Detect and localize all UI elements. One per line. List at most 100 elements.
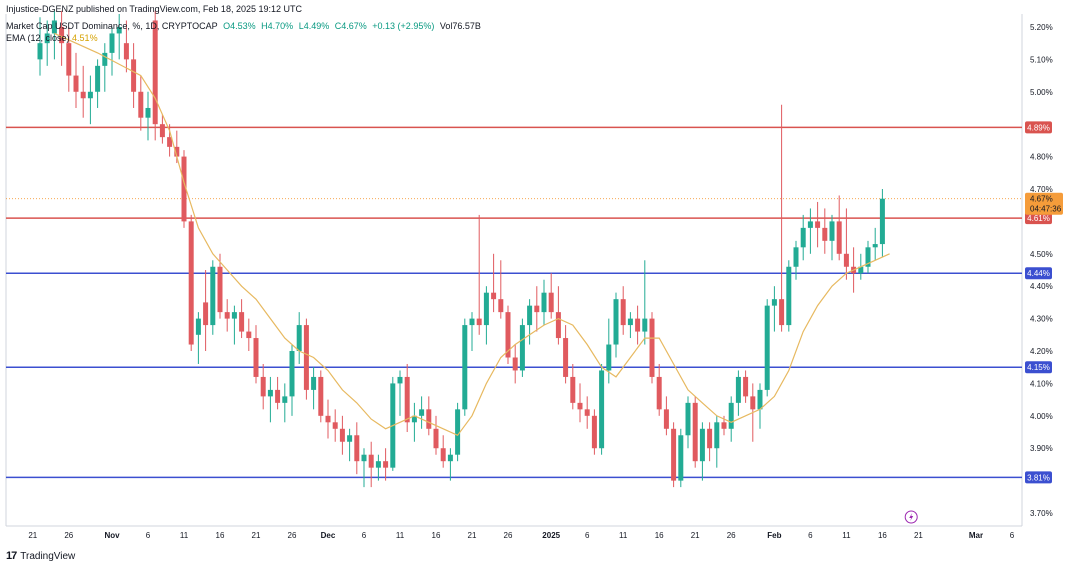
candle-body — [786, 266, 792, 326]
candle-body — [318, 376, 324, 416]
y-tick-label: 5.20% — [1030, 23, 1053, 32]
brand-name: TradingView — [20, 550, 76, 562]
level-badge-label: 4.89% — [1027, 123, 1050, 132]
candle-body — [375, 461, 381, 468]
candle-body — [131, 59, 137, 92]
x-tick-label: Feb — [767, 531, 781, 540]
candle-body — [361, 454, 367, 462]
candle-body — [181, 156, 187, 222]
y-tick-label: 5.10% — [1030, 55, 1053, 64]
candle-body — [66, 43, 72, 76]
x-tick-label: 11 — [396, 531, 405, 540]
x-tick-label: 21 — [691, 531, 700, 540]
candle-body — [404, 376, 410, 423]
candle-body — [620, 299, 626, 326]
x-tick-label: 16 — [216, 531, 225, 540]
x-tick-label: 21 — [28, 531, 37, 540]
x-tick-label: 21 — [468, 531, 477, 540]
candle-body — [836, 221, 842, 254]
y-tick-label: 4.20% — [1030, 347, 1053, 356]
candle-body — [512, 357, 518, 371]
y-tick-label: 4.40% — [1030, 282, 1053, 291]
candle-body — [743, 376, 749, 397]
candle-body — [455, 409, 461, 455]
candle-body — [735, 376, 741, 403]
candle-body — [757, 389, 763, 410]
candle-body — [383, 461, 389, 468]
candle-body — [246, 331, 252, 339]
candle-body — [613, 299, 619, 345]
candle-body — [491, 292, 497, 300]
candle-body — [419, 409, 425, 416]
candle-body — [347, 435, 353, 442]
x-tick-label: 11 — [180, 531, 189, 540]
y-tick-label: 4.10% — [1030, 379, 1053, 388]
candle-body — [174, 146, 180, 157]
x-tick-label: 26 — [64, 531, 73, 540]
candle-body — [822, 227, 828, 241]
candle-body — [829, 221, 835, 241]
open-value: O4.53% — [223, 21, 256, 31]
candle-body — [210, 266, 216, 326]
candle-body — [217, 266, 223, 313]
candle-body — [527, 305, 533, 326]
candle-body — [462, 325, 468, 410]
x-tick-label: Mar — [969, 531, 983, 540]
ema-label[interactable]: EMA (12, close) — [6, 33, 70, 43]
x-tick-label: 11 — [619, 531, 628, 540]
candle-body — [188, 221, 194, 345]
candle-body — [555, 312, 561, 339]
candle-body — [692, 402, 698, 462]
candle-body — [577, 402, 583, 410]
candle-body — [807, 221, 813, 228]
current-price-label: 4.67% — [1030, 195, 1053, 204]
level-badge — [1025, 121, 1052, 134]
candle-body — [872, 244, 878, 248]
candle-body — [102, 52, 108, 66]
x-tick-label: 26 — [288, 531, 297, 540]
candle-body — [649, 318, 655, 377]
level-badge-label: 3.81% — [1027, 473, 1050, 482]
candle-body — [159, 124, 165, 138]
candle-body — [289, 351, 295, 397]
candle-body — [858, 266, 864, 274]
level-badge-label: 4.15% — [1027, 363, 1050, 372]
y-tick-label: 4.70% — [1030, 185, 1053, 194]
candle-body — [779, 299, 785, 326]
candle-body — [771, 299, 777, 306]
candle-body — [275, 389, 281, 403]
candle-body — [764, 305, 770, 390]
candle-body — [498, 299, 504, 313]
ema-line — [54, 32, 890, 437]
symbol-title[interactable]: Market Cap USDT Dominance, %, 1D, CRYPTO… — [6, 21, 218, 31]
candle-body — [368, 454, 374, 468]
x-tick-label: Nov — [104, 531, 120, 540]
candle-body — [663, 409, 669, 429]
candle-body — [534, 305, 540, 313]
publish-info: Injustice-DGENZ published on TradingView… — [6, 4, 302, 14]
candle-body — [721, 422, 727, 429]
candle-body — [627, 318, 633, 326]
y-tick-label: 4.00% — [1030, 412, 1053, 421]
candle-body — [282, 396, 288, 403]
candle-body — [714, 422, 720, 449]
candle-body — [707, 428, 713, 449]
candle-body — [685, 402, 691, 436]
candle-body — [678, 435, 684, 481]
candle-body — [354, 435, 360, 462]
candles-group — [37, 10, 885, 488]
y-tick-label: 3.70% — [1030, 509, 1053, 518]
y-tick-label: 5.00% — [1030, 88, 1053, 97]
x-tick-label: 21 — [252, 531, 261, 540]
countdown-label: 04:47:36 — [1030, 205, 1062, 214]
level-badge — [1025, 361, 1052, 374]
candle-body — [440, 448, 446, 462]
footer-brand: 17 TradingView — [6, 550, 75, 562]
candle-body — [699, 428, 705, 462]
candle-body — [750, 396, 756, 410]
ohlc-legend: Market Cap USDT Dominance, %, 1D, CRYPTO… — [6, 21, 484, 31]
low-value: L4.49% — [298, 21, 330, 31]
x-tick-label: Dec — [321, 531, 336, 540]
ema-legend: EMA (12, close) 4.51% — [6, 33, 98, 43]
